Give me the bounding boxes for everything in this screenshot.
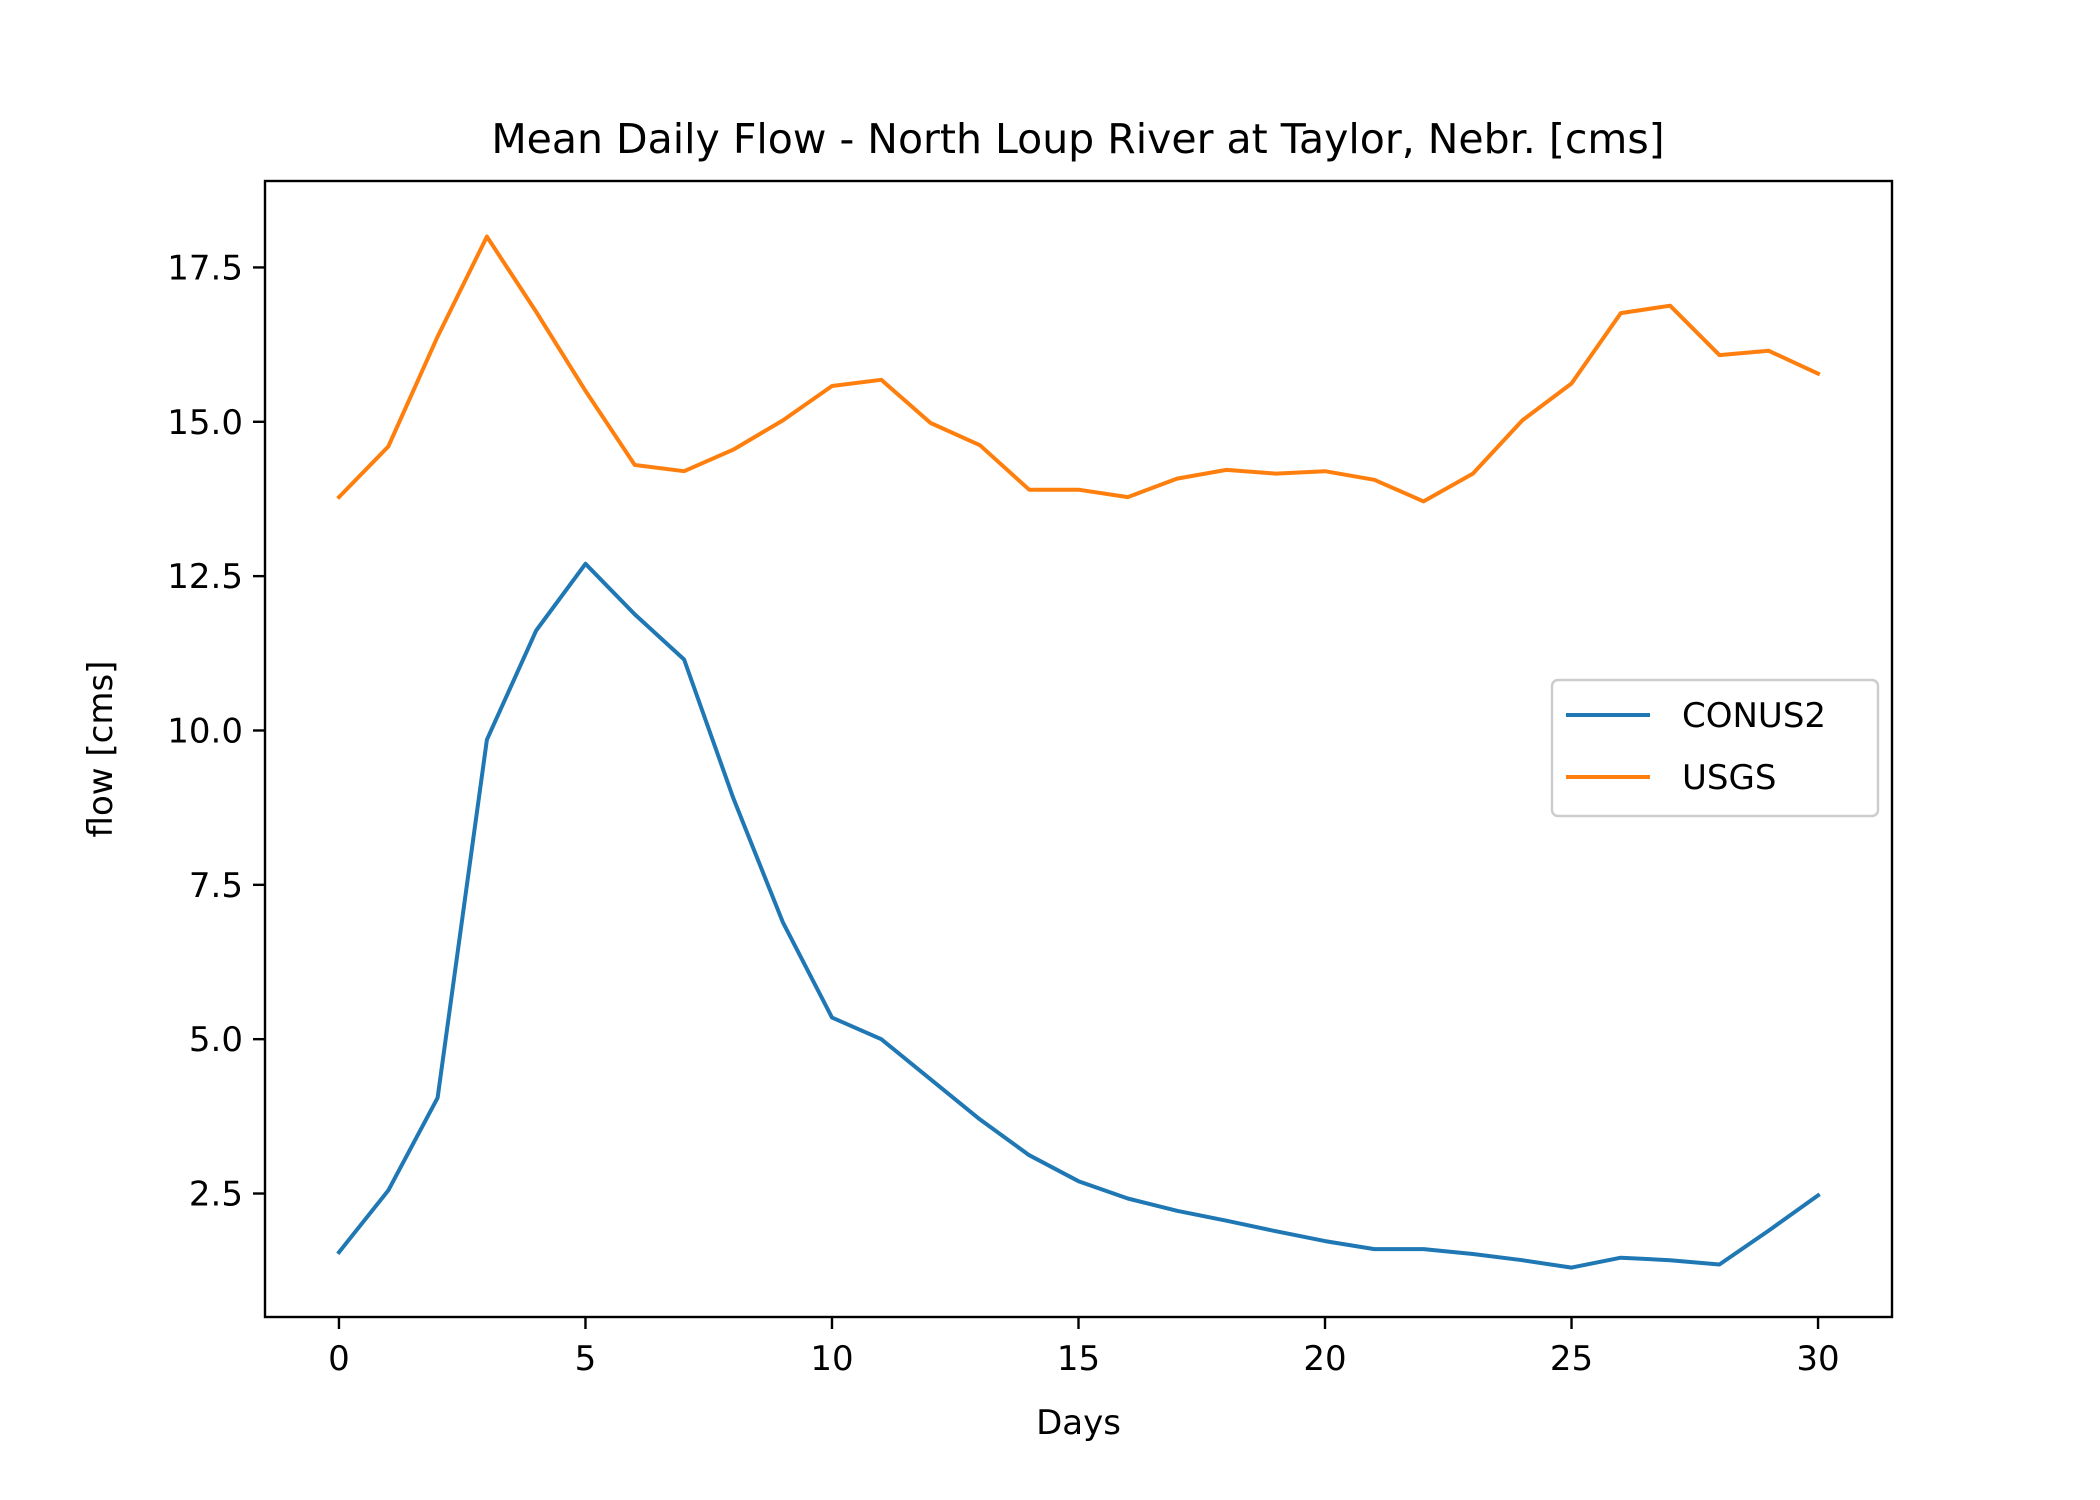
x-tick-label: 5	[575, 1339, 597, 1379]
legend-label-usgs: USGS	[1682, 758, 1776, 798]
x-tick-label: 30	[1796, 1339, 1839, 1379]
x-tick-label: 15	[1057, 1339, 1100, 1379]
y-tick-label: 17.5	[167, 248, 243, 288]
legend-label-conus2: CONUS2	[1682, 696, 1826, 736]
y-axis-label: flow [cms]	[81, 661, 121, 838]
series-line-usgs	[336, 234, 1821, 504]
x-axis-label: Days	[1036, 1403, 1121, 1443]
y-tick-label: 2.5	[189, 1175, 243, 1215]
y-tick-label: 7.5	[189, 866, 243, 906]
x-axis-ticks: 0 5 10 15 20 25 30	[328, 1317, 1840, 1379]
y-tick-label: 15.0	[167, 403, 243, 443]
x-tick-label: 25	[1550, 1339, 1593, 1379]
x-tick-label: 10	[810, 1339, 853, 1379]
plot-marks	[336, 234, 1821, 1270]
x-tick-label: 0	[328, 1339, 350, 1379]
chart-title: Mean Daily Flow - North Loup River at Ta…	[491, 115, 1664, 163]
y-axis-ticks: 2.5 5.0 7.5 10.0 12.5 15.0 17.5	[167, 248, 265, 1215]
legend: CONUS2 USGS	[1550, 678, 1880, 818]
series-line-conus2	[336, 561, 1821, 1270]
x-tick-label: 20	[1303, 1339, 1346, 1379]
y-tick-label: 12.5	[167, 557, 243, 597]
y-tick-label: 10.0	[167, 711, 243, 751]
y-tick-label: 5.0	[189, 1020, 243, 1060]
